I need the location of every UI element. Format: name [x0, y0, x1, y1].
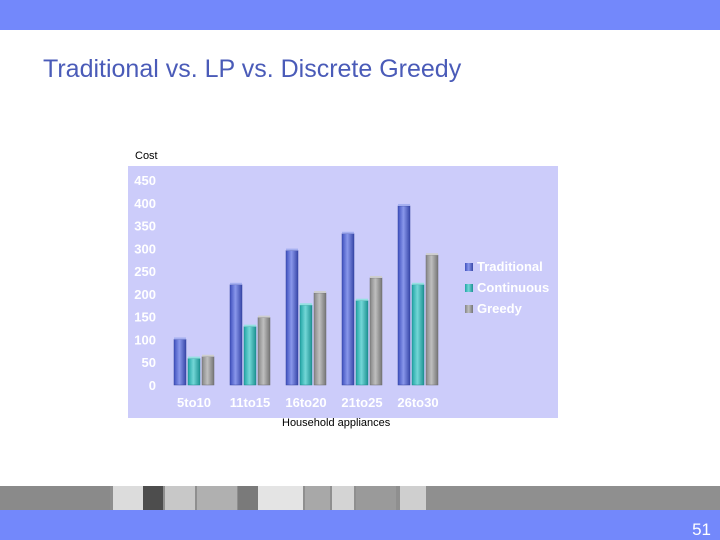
y-tick-label: 100 [134, 332, 156, 347]
strip-tile [165, 486, 195, 510]
bar-top-greedy-16to20 [314, 290, 326, 293]
strip-tile [0, 486, 110, 510]
x-axis-label: Household appliances [282, 417, 391, 429]
x-tick-label: 16to20 [285, 395, 326, 410]
x-tick-label: 26to30 [397, 395, 438, 410]
bar-traditional-11to15 [229, 284, 243, 386]
y-tick-label: 250 [134, 264, 156, 279]
y-tick-label: 150 [134, 310, 156, 325]
bar-top-continuous-5to10 [188, 356, 200, 359]
bar-greedy-16to20 [313, 292, 327, 386]
strip-tile [305, 486, 330, 510]
slide-title: Traditional vs. LP vs. Discrete Greedy [43, 55, 462, 83]
y-tick-label: 300 [134, 241, 156, 256]
y-tick-label: 0 [149, 378, 156, 393]
page-number: 51 [692, 520, 711, 539]
bar-top-traditional-26to30 [398, 203, 410, 206]
bar-top-traditional-16to20 [286, 248, 298, 251]
bar-top-traditional-11to15 [230, 282, 242, 285]
bar-greedy-5to10 [201, 356, 215, 386]
bar-traditional-5to10 [173, 339, 187, 386]
x-tick-label: 11to15 [230, 395, 270, 410]
bar-continuous-16to20 [299, 305, 313, 386]
bar-top-traditional-21to25 [342, 231, 354, 234]
bar-top-greedy-26to30 [426, 253, 438, 256]
y-tick-label: 450 [134, 173, 156, 188]
strip-tile [332, 486, 354, 510]
bar-continuous-26to30 [411, 284, 425, 386]
y-tick-label: 200 [134, 287, 156, 302]
legend-label-traditional: Traditional [477, 259, 543, 274]
y-tick-label: 400 [134, 196, 156, 211]
strip-tile [143, 486, 163, 510]
bar-top-greedy-21to25 [370, 275, 382, 278]
strip-tile [113, 486, 143, 510]
strip-tile [238, 486, 258, 510]
header-bar [0, 0, 720, 30]
legend-swatch-traditional [465, 263, 473, 271]
bar-continuous-5to10 [187, 358, 201, 386]
y-axis-label: Cost [135, 150, 158, 162]
y-tick-label: 50 [142, 355, 156, 370]
bar-continuous-21to25 [355, 300, 369, 386]
legend-swatch-continuous [465, 284, 473, 292]
legend-label-continuous: Continuous [477, 280, 549, 295]
strip-tile [356, 486, 396, 510]
legend-label-greedy: Greedy [477, 301, 523, 316]
footer-bar: 51 [0, 510, 720, 540]
bar-traditional-26to30 [397, 205, 411, 386]
x-tick-label: 21to25 [341, 395, 382, 410]
bar-greedy-21to25 [369, 277, 383, 386]
bar-top-traditional-5to10 [174, 337, 186, 340]
strip-tile [400, 486, 426, 510]
bar-continuous-11to15 [243, 326, 257, 386]
bar-greedy-11to15 [257, 317, 271, 386]
bar-top-greedy-5to10 [202, 354, 214, 357]
bar-traditional-21to25 [341, 233, 355, 386]
bar-top-continuous-16to20 [300, 303, 312, 306]
bar-top-continuous-11to15 [244, 324, 256, 327]
x-tick-label: 5to10 [177, 395, 211, 410]
strip-tile [258, 486, 303, 510]
bar-traditional-16to20 [285, 250, 299, 386]
bar-top-continuous-26to30 [412, 282, 424, 285]
legend-swatch-greedy [465, 305, 473, 313]
bar-top-continuous-21to25 [356, 298, 368, 301]
bar-chart: 0 50 100 150 200 250 300 350 400 450 5to10 11to15 16… [128, 166, 558, 418]
bar-top-greedy-11to15 [258, 315, 270, 318]
decorative-image-strip [0, 486, 720, 510]
y-tick-label: 350 [134, 219, 156, 234]
bar-greedy-26to30 [425, 254, 439, 386]
strip-tile [197, 486, 237, 510]
